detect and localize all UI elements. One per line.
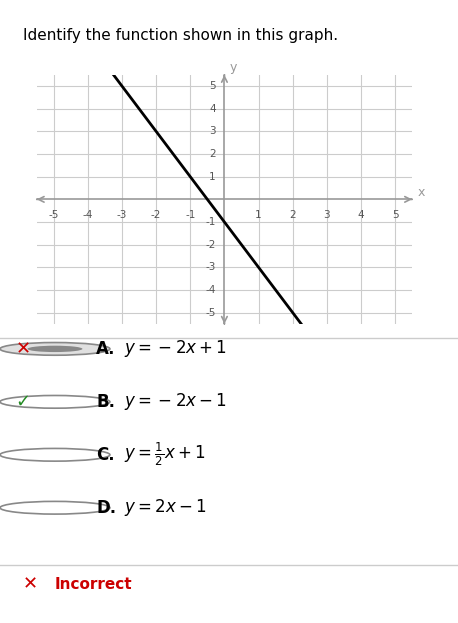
Text: $y = 2x - 1$: $y = 2x - 1$ [124, 497, 206, 518]
Text: 2: 2 [289, 209, 296, 219]
Text: $y = -2x + 1$: $y = -2x + 1$ [124, 338, 227, 359]
Text: Identify the function shown in this graph.: Identify the function shown in this grap… [23, 28, 338, 44]
Text: $y = -2x - 1$: $y = -2x - 1$ [124, 391, 227, 412]
Text: 5: 5 [209, 81, 216, 91]
Text: -3: -3 [206, 262, 216, 272]
Text: ✓: ✓ [15, 393, 31, 411]
Circle shape [0, 343, 110, 355]
Text: ✕: ✕ [15, 340, 31, 358]
Text: Incorrect: Incorrect [55, 577, 132, 592]
Text: 3: 3 [323, 209, 330, 219]
Text: -5: -5 [206, 308, 216, 318]
Text: -1: -1 [206, 217, 216, 227]
Text: A.: A. [96, 340, 116, 358]
Circle shape [0, 396, 110, 408]
Circle shape [0, 449, 110, 461]
Text: -3: -3 [117, 209, 127, 219]
Text: -2: -2 [151, 209, 161, 219]
Text: 3: 3 [209, 126, 216, 136]
Text: y: y [229, 60, 237, 74]
Text: x: x [417, 186, 425, 199]
Circle shape [27, 346, 82, 352]
Text: 2: 2 [209, 149, 216, 159]
Text: -1: -1 [185, 209, 196, 219]
Text: $y = \frac{1}{2}x + 1$: $y = \frac{1}{2}x + 1$ [124, 441, 205, 468]
Text: 1: 1 [255, 209, 262, 219]
Text: D.: D. [96, 499, 116, 516]
Text: 4: 4 [209, 104, 216, 114]
Text: -2: -2 [206, 240, 216, 250]
Text: -5: -5 [49, 209, 59, 219]
Text: C.: C. [96, 446, 115, 464]
Text: 5: 5 [392, 209, 398, 219]
Text: 1: 1 [209, 172, 216, 182]
Text: B.: B. [96, 393, 115, 411]
Text: -4: -4 [206, 285, 216, 295]
Text: 4: 4 [358, 209, 364, 219]
Text: ✕: ✕ [23, 576, 38, 593]
Text: -4: -4 [82, 209, 93, 219]
Circle shape [0, 502, 110, 514]
